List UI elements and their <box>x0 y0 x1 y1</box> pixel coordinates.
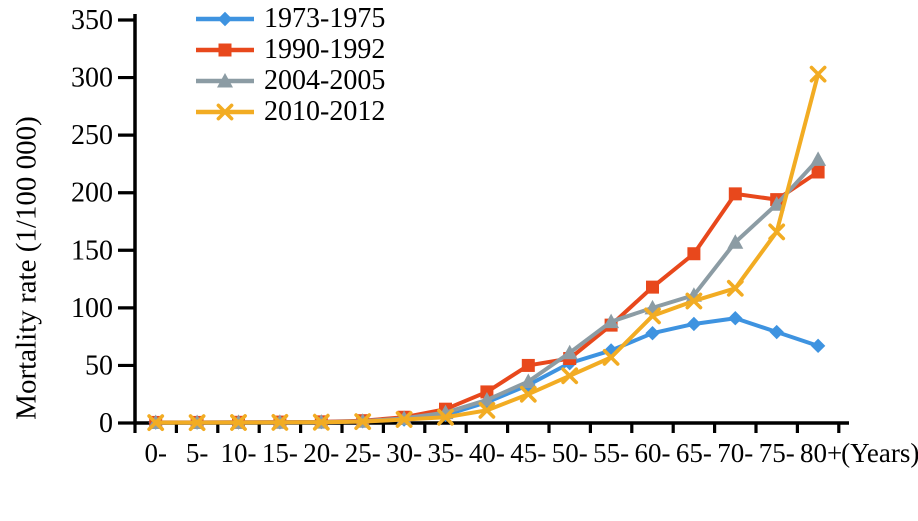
marker-square-icon <box>218 43 232 56</box>
marker-x-icon <box>726 279 744 297</box>
x-tick-label: 15- <box>262 438 298 468</box>
x-tick-label: 20- <box>303 438 339 468</box>
marker-square-icon <box>646 280 659 294</box>
series-1990-1992 <box>149 165 825 429</box>
x-tick-label: 70- <box>717 438 753 468</box>
marker-x-icon <box>644 307 661 325</box>
x-tick-label: 80+ <box>800 438 842 468</box>
y-tick-label: 0 <box>99 408 113 439</box>
y-tick-label: 200 <box>71 178 113 209</box>
marker-triangle-icon <box>561 344 578 360</box>
marker-triangle-icon <box>727 234 744 249</box>
y-axis-title: Mortality rate (1/100 000) <box>10 116 43 420</box>
marker-triangle-icon <box>217 72 233 87</box>
marker-diamond-icon <box>217 11 233 26</box>
y-tick-label: 250 <box>71 120 113 151</box>
y-tick-label: 350 <box>71 5 113 36</box>
marker-triangle-icon <box>520 373 537 389</box>
marker-square-icon <box>480 385 494 399</box>
x-tick-label: 45- <box>510 438 546 468</box>
y-tick-label: 100 <box>71 293 113 324</box>
marker-x-icon <box>230 414 247 431</box>
marker-x-icon <box>354 413 372 431</box>
marker-x-icon <box>147 414 165 432</box>
series-2010-2012 <box>147 65 827 432</box>
marker-x-icon <box>561 367 579 385</box>
marker-x-icon <box>809 65 827 83</box>
marker-x-icon <box>478 401 496 419</box>
marker-square-icon <box>521 358 535 372</box>
x-tick-label: 60- <box>635 438 671 468</box>
x-tick-label: 65- <box>676 438 712 468</box>
legend-swatch-square-icon <box>196 43 254 56</box>
x-tick-label: 55- <box>593 438 629 468</box>
x-tick-label: 25- <box>345 438 381 468</box>
x-tick-label: 30- <box>386 438 422 468</box>
x-tick-label: 0- <box>144 438 167 468</box>
marker-x-icon <box>271 414 289 431</box>
legend-swatch-diamond-icon <box>196 11 254 26</box>
x-tick-label: 50- <box>552 438 588 468</box>
y-tick-label: 300 <box>71 63 113 94</box>
x-tick-label: 75- <box>759 438 795 468</box>
marker-diamond-icon <box>686 316 702 332</box>
x-tick-label: 35- <box>428 438 464 468</box>
marker-square-icon <box>687 247 701 261</box>
marker-diamond-icon <box>810 338 826 354</box>
marker-x-icon <box>768 223 786 241</box>
axes: 0 50 100 150 200 250 300 350 0- 5- 10- 15- 20- 25- 30-… <box>71 5 918 468</box>
legend-item-2010-2012: 2010-2012 <box>193 96 385 127</box>
series-line <box>153 157 821 425</box>
marker-x-icon <box>685 292 703 310</box>
x-axis-unit-label: (Years) <box>841 438 918 468</box>
legend-item-1990-1992: 1990-1992 <box>193 34 385 65</box>
marker-square-icon <box>728 187 742 201</box>
marker-x-icon <box>188 414 206 432</box>
legend-label: 2010-2012 <box>264 95 386 127</box>
marker-diamond-icon <box>728 311 743 326</box>
marker-x-icon <box>602 348 620 366</box>
legend-item-2004-2005: 2004-2005 <box>193 65 385 96</box>
y-tick-label: 50 <box>85 350 113 381</box>
legend: 1973-1975 1990-1992 2004-2005 2010-2012 <box>193 3 385 127</box>
marker-x-icon <box>395 411 413 428</box>
marker-x-icon <box>437 408 454 426</box>
marker-triangle-icon <box>768 196 785 211</box>
legend-label: 1973-1975 <box>264 2 386 34</box>
legend-label: 2004-2005 <box>264 64 386 96</box>
marker-triangle-icon <box>603 313 620 329</box>
x-tick-label: 5- <box>186 438 209 468</box>
legend-label: 1990-1992 <box>264 33 386 65</box>
y-tick-label: 150 <box>71 235 113 266</box>
marker-triangle-icon <box>810 151 827 166</box>
marker-x-icon <box>519 385 537 403</box>
legend-swatch-x-icon <box>196 103 254 120</box>
marker-diamond-icon <box>769 324 784 340</box>
legend-item-1973-1975: 1973-1975 <box>193 3 385 34</box>
series-line <box>153 169 821 425</box>
x-tick-label: 10- <box>221 438 257 468</box>
legend-swatch-triangle-icon <box>196 72 254 87</box>
marker-diamond-icon <box>645 325 660 341</box>
marker-square-icon <box>811 165 825 179</box>
marker-triangle-icon <box>478 391 495 407</box>
marker-x-icon <box>312 413 330 431</box>
x-tick-label: 40- <box>469 438 505 468</box>
marker-x-icon <box>216 103 234 120</box>
